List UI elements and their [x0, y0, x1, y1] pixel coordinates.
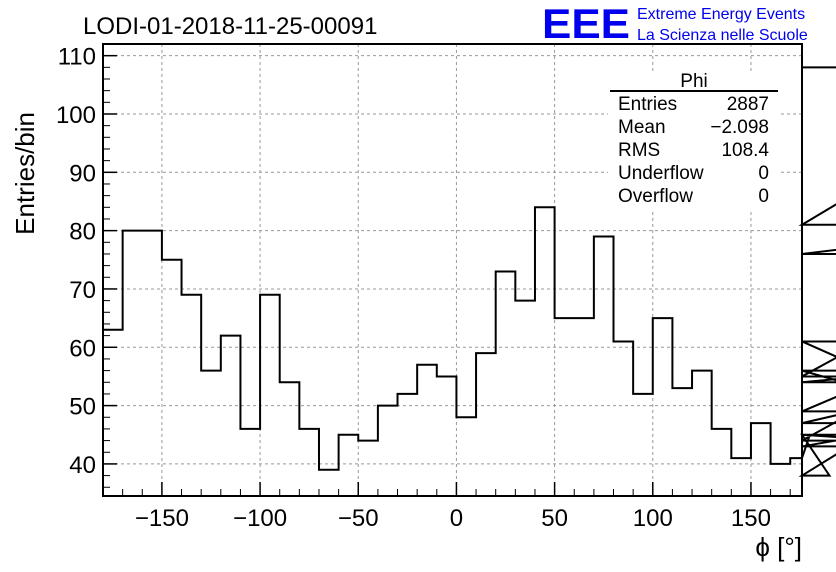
x-tick-label: 50	[541, 505, 568, 532]
x-tick-label: 0	[450, 505, 463, 532]
stats-value: 2887	[727, 94, 769, 115]
x-tick-label: −50	[338, 505, 379, 532]
stats-label: Mean	[618, 117, 666, 138]
stats-label: Underflow	[618, 163, 704, 184]
logo-line2: La Scienza nelle Scuole	[637, 27, 808, 44]
stats-label: Overflow	[618, 186, 693, 207]
stats-value: 0	[758, 186, 769, 207]
y-tick-label: 90	[69, 160, 96, 187]
eee-logo: EEE Extreme Energy Events La Scienza nel…	[542, 0, 808, 47]
stats-label: Entries	[618, 94, 677, 115]
stats-label: RMS	[618, 140, 660, 161]
stats-value: −2.098	[710, 117, 769, 138]
y-axis-label: Entries/bin	[10, 112, 40, 235]
stats-title: Phi	[680, 71, 707, 92]
chart-title: LODI-01-2018-11-25-00091	[83, 13, 377, 40]
stats-value: 0	[758, 163, 769, 184]
x-axis-label: ϕ [°]	[755, 532, 802, 562]
plot-frame	[102, 43, 803, 497]
stats-value: 108.4	[721, 140, 769, 161]
y-tick-label: 110	[58, 44, 96, 71]
histogram-series	[103, 66, 836, 477]
x-tick-label: −100	[233, 505, 287, 532]
y-tick-label: 50	[69, 394, 96, 421]
y-tick-label: 70	[69, 277, 96, 304]
y-tick-label: 80	[69, 219, 96, 246]
logo-letters: EEE	[542, 0, 630, 47]
x-tick-label: 150	[731, 505, 771, 532]
x-tick-label: 100	[633, 505, 673, 532]
y-tick-label: 100	[56, 102, 96, 129]
y-tick-label: 40	[69, 452, 96, 479]
y-tick-label: 60	[69, 335, 96, 362]
x-tick-label: −150	[135, 505, 189, 532]
grid-lines	[103, 44, 802, 496]
stats-box: Phi Entries 2887 Mean −2.098 RMS 108.4 U…	[608, 71, 778, 212]
stats-box-background	[608, 72, 778, 212]
logo-line1: Extreme Energy Events	[637, 6, 805, 23]
axis-ticks: −150 −100 −50 0 50 100 150 40 50 60 70 80 90 100 110	[56, 44, 791, 532]
